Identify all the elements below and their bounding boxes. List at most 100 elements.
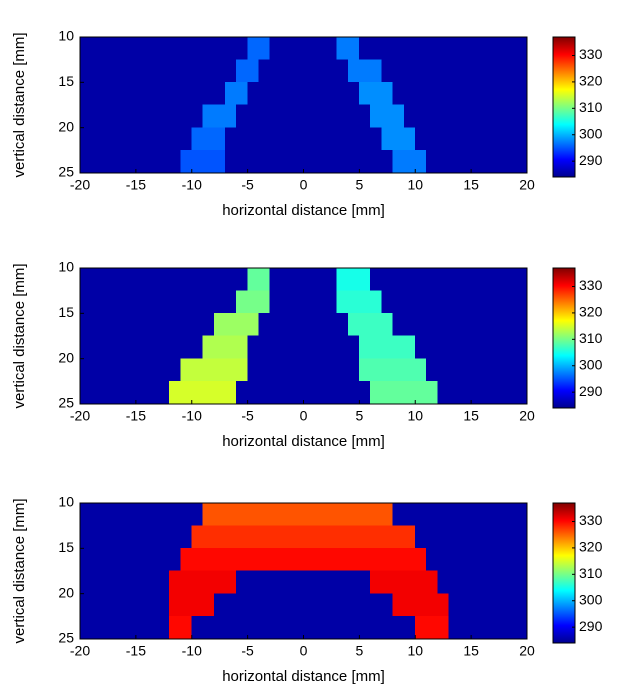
cell (280, 548, 293, 572)
cell (403, 502, 416, 526)
x-tick-label: 0 (300, 408, 308, 424)
cell (437, 313, 450, 337)
cell (191, 36, 204, 60)
cell (459, 82, 472, 106)
cell (515, 104, 528, 128)
cell (113, 593, 126, 617)
cell (347, 290, 360, 314)
cell (392, 313, 405, 337)
cell (280, 59, 293, 83)
cell (102, 335, 114, 359)
cell (426, 616, 438, 640)
x-tick-label: -5 (241, 177, 254, 193)
cell (124, 104, 137, 128)
cell (336, 525, 349, 549)
cell (258, 381, 271, 405)
cell (269, 127, 282, 151)
cell (336, 570, 349, 594)
cell (470, 616, 483, 640)
cell (426, 313, 438, 337)
y-tick-label: 25 (58, 630, 74, 646)
cell (504, 36, 517, 60)
cell (146, 570, 159, 594)
cell (470, 59, 483, 83)
cell (370, 548, 383, 572)
cell (359, 358, 371, 382)
cell (213, 267, 226, 291)
cell (347, 616, 360, 640)
cell (426, 335, 438, 359)
cell (470, 335, 483, 359)
cell (437, 267, 450, 291)
cell (247, 127, 260, 151)
cell (224, 313, 237, 337)
cell (426, 525, 438, 549)
cell (292, 313, 304, 337)
cell (470, 548, 483, 572)
y-tick-label: 10 (58, 494, 74, 510)
y-tick-label: 25 (58, 164, 74, 180)
cell (90, 59, 103, 83)
colorbar-tick-label: 300 (579, 125, 603, 141)
cell (359, 82, 371, 106)
cell (303, 335, 315, 359)
y-tick-label: 25 (58, 395, 74, 411)
cell (493, 358, 505, 382)
cell (336, 502, 349, 526)
cell (370, 358, 383, 382)
cell (90, 150, 103, 174)
x-tick-label: 15 (463, 408, 479, 424)
cell (258, 82, 271, 106)
cell (481, 127, 494, 151)
cell (90, 82, 103, 106)
cell (403, 59, 416, 83)
cell (370, 267, 383, 291)
cell (292, 502, 304, 526)
cell (504, 104, 517, 128)
cell (191, 525, 204, 549)
cell (403, 335, 416, 359)
cell (213, 381, 226, 405)
cell (448, 593, 461, 617)
cell (303, 313, 315, 337)
cell (202, 150, 215, 174)
cell (146, 381, 159, 405)
cell (359, 381, 371, 405)
cell (135, 381, 148, 405)
cell (314, 313, 327, 337)
cell (146, 335, 159, 359)
cell (493, 593, 505, 617)
cell (213, 82, 226, 106)
cell (135, 104, 148, 128)
cell (359, 150, 371, 174)
cell (269, 358, 282, 382)
cell (448, 502, 461, 526)
cell (113, 570, 126, 594)
cell (280, 335, 293, 359)
cell (157, 616, 170, 640)
cell (370, 593, 383, 617)
cell (102, 525, 114, 549)
cell (437, 381, 450, 405)
cell (169, 127, 181, 151)
cell (515, 381, 528, 405)
cell (403, 150, 416, 174)
x-tick-label: 10 (407, 643, 423, 659)
colorbar-tick-label: 310 (579, 99, 603, 115)
cell (392, 548, 405, 572)
cell (280, 104, 293, 128)
cell (414, 548, 427, 572)
cell (381, 267, 394, 291)
cell (437, 36, 450, 60)
cell (481, 104, 494, 128)
cell (515, 82, 528, 106)
cell (314, 525, 327, 549)
cell (280, 525, 293, 549)
cell (280, 313, 293, 337)
cell (403, 381, 416, 405)
cell (426, 548, 438, 572)
cell (481, 502, 494, 526)
panel: -20 -15 -10 -5 0 5 10 15 20 10 15 20 25 horizontal di… (11, 259, 603, 450)
cell (180, 82, 193, 106)
cell (236, 127, 248, 151)
